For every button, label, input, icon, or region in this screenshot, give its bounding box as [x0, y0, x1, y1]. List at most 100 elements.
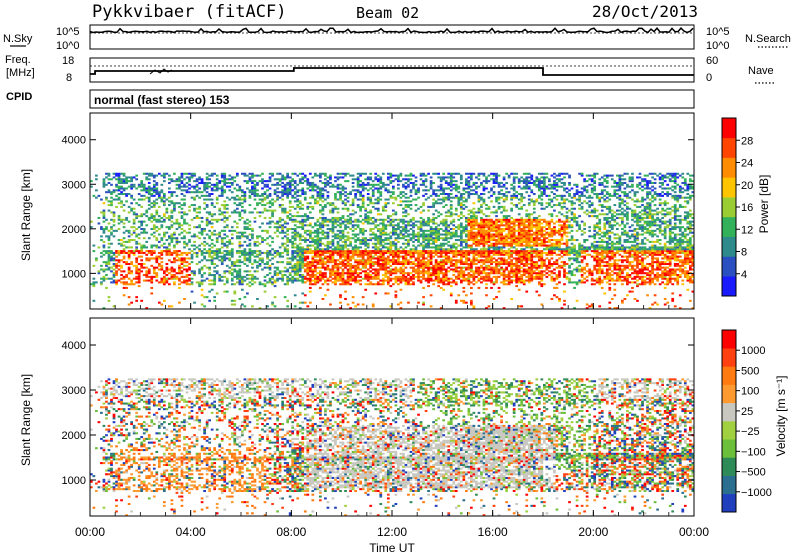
- power-cell: [117, 268, 121, 271]
- power-cell: [449, 222, 453, 225]
- power-cell: [185, 283, 189, 286]
- power-cell: [417, 237, 420, 240]
- power-cell: [117, 279, 121, 282]
- power-cell: [361, 277, 365, 280]
- power-cell: [130, 183, 133, 186]
- power-cell: [102, 211, 106, 214]
- power-cell: [480, 242, 483, 245]
- power-cell: [485, 240, 488, 243]
- power-cell: [480, 261, 483, 264]
- power-cell: [188, 266, 191, 269]
- power-cell: [344, 242, 347, 245]
- power-cell: [472, 274, 476, 277]
- power-cell: [235, 189, 239, 192]
- power-cell: [283, 209, 287, 212]
- power-cell: [185, 281, 189, 284]
- power-cell: [319, 270, 322, 273]
- nsky-label: N.Sky: [3, 33, 33, 45]
- power-cell: [334, 198, 337, 201]
- power-cell: [424, 224, 428, 227]
- power-cell: [409, 250, 413, 253]
- power-cell: [331, 239, 335, 242]
- power-cell: [414, 198, 418, 201]
- power-cell: [311, 250, 315, 253]
- power-cell: [132, 239, 136, 242]
- power-cell: [251, 283, 254, 286]
- power-cell: [422, 202, 425, 205]
- power-cell: [384, 272, 388, 275]
- power-cell: [341, 255, 345, 258]
- power-cell: [464, 301, 468, 304]
- power-cell: [117, 174, 121, 177]
- power-cell: [205, 204, 209, 207]
- power-cell: [442, 239, 446, 242]
- power-cell: [351, 253, 355, 256]
- power-cell: [384, 261, 388, 264]
- power-cell: [336, 272, 340, 275]
- power-cell: [346, 274, 350, 277]
- power-cell: [313, 198, 317, 201]
- power-cell: [485, 220, 488, 223]
- power-cell: [107, 204, 111, 207]
- power-cell: [361, 218, 365, 221]
- power-cell: [188, 183, 191, 186]
- power-cell: [203, 194, 206, 197]
- power-cell: [105, 218, 108, 221]
- power-cell: [112, 229, 116, 232]
- power-cell: [223, 207, 227, 210]
- power-cell: [482, 202, 486, 205]
- power-cell: [205, 218, 209, 221]
- power-cell: [449, 248, 453, 251]
- power-cell: [243, 200, 247, 203]
- power-cell: [449, 204, 453, 207]
- power-cell: [160, 268, 164, 271]
- power-cell: [482, 187, 486, 190]
- power-cell: [472, 235, 476, 238]
- power-cell: [319, 277, 322, 280]
- power-cell: [454, 281, 458, 284]
- power-cell: [381, 253, 385, 256]
- power-cell: [492, 242, 496, 245]
- power-cell: [223, 215, 227, 218]
- power-cell: [125, 176, 128, 179]
- power-cell: [392, 272, 395, 275]
- power-cell: [424, 250, 428, 253]
- power-cell: [427, 250, 430, 253]
- power-cell: [296, 244, 300, 247]
- power-cell: [253, 281, 257, 284]
- power-cell: [170, 277, 174, 280]
- power-cell: [213, 250, 217, 253]
- power-cell: [384, 189, 388, 192]
- power-cell: [137, 237, 141, 240]
- power-cell: [364, 178, 368, 181]
- power-cell: [319, 255, 322, 258]
- power-cell: [336, 262, 340, 266]
- power-cell: [495, 200, 498, 203]
- power-cell: [112, 257, 116, 260]
- power-cell: [394, 281, 398, 284]
- power-cell: [329, 218, 332, 221]
- power-cell: [175, 277, 179, 280]
- power-cell: [472, 202, 476, 205]
- power-cell: [162, 218, 166, 221]
- power-cell: [100, 268, 103, 271]
- power-cell: [434, 235, 438, 238]
- power-cell: [467, 274, 471, 277]
- power-cell: [253, 275, 257, 278]
- power-cell: [311, 183, 315, 186]
- power-cell: [472, 227, 476, 231]
- power-cell: [414, 272, 418, 275]
- power-cell: [399, 272, 403, 275]
- power-cell: [482, 224, 486, 227]
- power-cell: [298, 235, 302, 238]
- power-cell: [210, 257, 214, 260]
- power-cell: [193, 172, 196, 175]
- power-cell: [220, 251, 224, 254]
- power-cell: [190, 283, 194, 286]
- power-cell: [105, 196, 108, 199]
- power-cell: [152, 215, 156, 218]
- power-cell: [175, 194, 179, 197]
- power-cell: [268, 253, 272, 256]
- power-cell: [276, 196, 279, 199]
- power-cell: [349, 218, 352, 221]
